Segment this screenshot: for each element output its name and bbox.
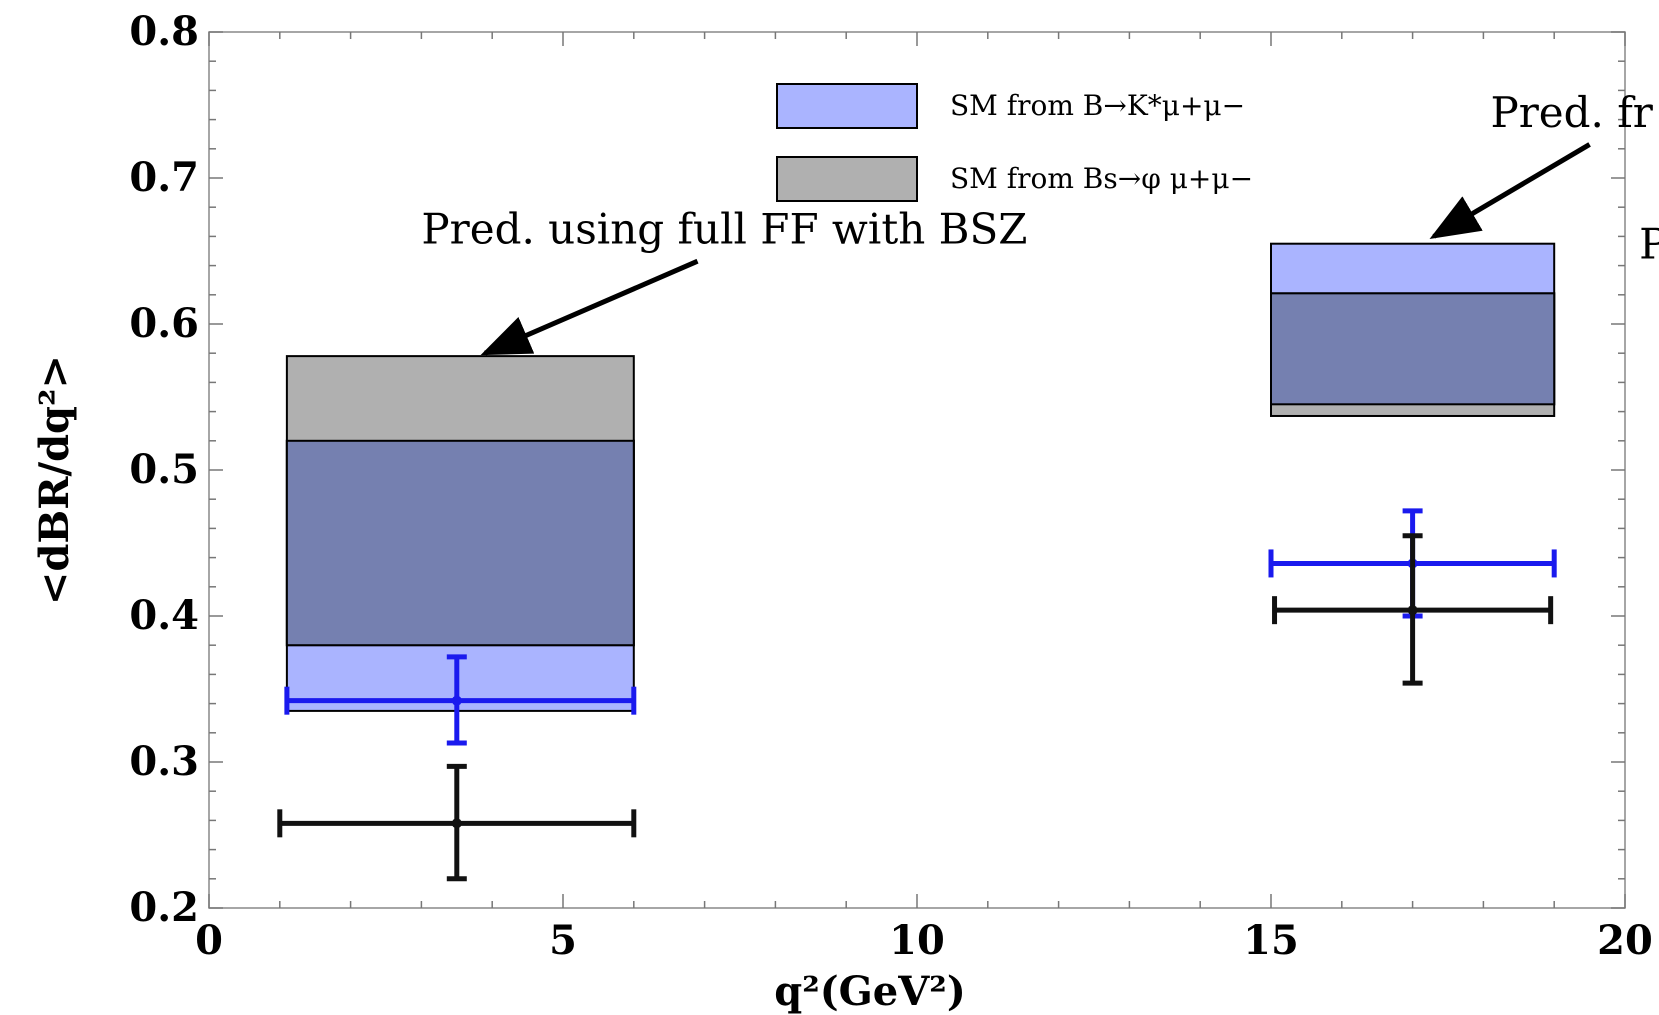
data-point-3	[1272, 533, 1554, 686]
y-axis-title: <dBR/dq²>	[31, 355, 78, 605]
y-tick-label: 0.4	[129, 592, 199, 639]
annotation-arrow-0	[480, 258, 699, 356]
legend-label-0: SM from B→K*μ+μ−	[950, 89, 1245, 122]
y-tick-label: 0.2	[129, 884, 199, 931]
y-tick-label: 0.8	[129, 8, 199, 55]
data-point-1	[277, 763, 637, 882]
annotation-text-2: P	[1639, 219, 1659, 268]
band-overlap-1	[1270, 292, 1556, 406]
band-overlap-0	[285, 439, 635, 647]
data-marker	[1407, 605, 1418, 616]
y-tick-label: 0.6	[129, 300, 199, 347]
y-tick-label: 0.3	[129, 738, 199, 785]
annotation-arrow-1	[1429, 142, 1591, 239]
x-tick-label: 10	[889, 917, 945, 964]
x-tick-label: 15	[1243, 917, 1299, 964]
x-tick-label: 0	[195, 917, 223, 964]
x-tick-label: 5	[549, 917, 577, 964]
annotation-text-1: Pred. fr	[1490, 88, 1653, 137]
data-marker	[451, 695, 462, 706]
x-tick-label: 20	[1597, 917, 1653, 964]
legend-swatch-1	[776, 156, 918, 202]
data-point-0	[284, 654, 637, 746]
legend-label-1: SM from Bs→φ μ+μ−	[950, 162, 1253, 195]
x-axis-title: q²(GeV²)	[774, 968, 966, 1015]
annotation-text-0: Pred. using full FF with BSZ	[421, 205, 1027, 254]
data-marker	[451, 818, 462, 829]
y-tick-label: 0.7	[129, 154, 199, 201]
legend: SM from B→K*μ+μ− SM from Bs→φ μ+μ−	[776, 83, 1253, 202]
legend-swatch-0	[776, 83, 918, 129]
y-tick-label: 0.5	[129, 446, 199, 493]
